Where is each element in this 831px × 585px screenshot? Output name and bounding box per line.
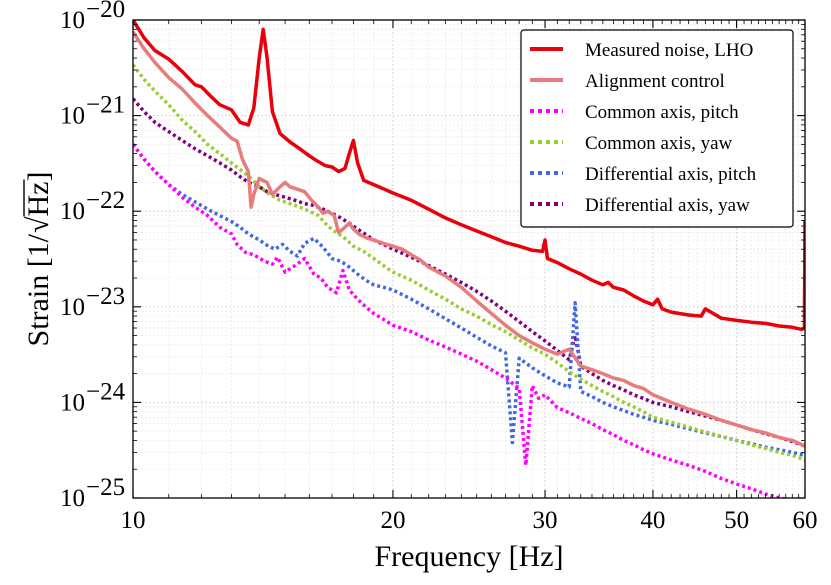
y-tick-base: 10 [60, 198, 85, 225]
y-tick-exponent: −23 [86, 283, 125, 310]
series-line-5 [133, 97, 805, 448]
x-tick-label: 30 [533, 507, 558, 534]
legend-label-5: Differential axis, yaw [585, 195, 750, 216]
x-tick-label: 40 [640, 507, 665, 534]
series-group [133, 20, 805, 498]
x-tick-labels: 10 20 30 40 50 60 [121, 507, 818, 534]
x-tick-label: 60 [793, 507, 818, 534]
legend: Measured noise, LHO Alignment control Comm… [520, 29, 794, 228]
y-axis-label-radical: √ [22, 216, 55, 233]
legend-label-4: Differential axis, pitch [585, 164, 757, 185]
series-line-1 [133, 30, 805, 448]
y-tick-exponent: −21 [86, 92, 125, 119]
y-tick-label: 10 −21 [60, 92, 125, 130]
y-tick-base: 10 [60, 7, 85, 34]
x-tick-label: 20 [380, 507, 405, 534]
plot-area-frame [132, 19, 806, 499]
y-tick-exponent: −24 [86, 378, 126, 405]
legend-label-2: Common axis, pitch [585, 102, 739, 123]
y-tick-label: 10 −24 [60, 378, 126, 416]
legend-label-0: Measured noise, LHO [585, 40, 753, 61]
y-tick-base: 10 [60, 294, 85, 321]
y-axis-label-prefix: Strain [1/ [22, 233, 55, 346]
y-tick-label: 10 −20 [60, 0, 125, 34]
legend-label-1: Alignment control [585, 71, 725, 92]
y-tick-base: 10 [60, 485, 85, 512]
x-tick-label: 10 [121, 507, 146, 534]
y-tick-label: 10 −25 [60, 474, 125, 512]
y-axis-label-suffix: ] [22, 172, 55, 182]
series-line-3 [133, 63, 805, 462]
y-tick-exponent: −22 [86, 187, 125, 214]
x-tick-label: 50 [724, 507, 749, 534]
tick-marks [132, 19, 806, 499]
y-tick-exponent: −25 [86, 474, 125, 501]
x-axis-label: Frequency [Hz] [374, 540, 563, 573]
y-tick-label: 10 −23 [60, 283, 125, 321]
y-axis-label-radicand: Hz [22, 182, 55, 217]
series-line-0 [133, 20, 805, 332]
svg-text:Strain [1/√Hz]: Strain [1/√Hz] [22, 172, 55, 347]
y-tick-label: 10 −22 [60, 187, 125, 225]
legend-label-3: Common axis, yaw [585, 133, 733, 154]
y-tick-exponent: −20 [86, 0, 125, 23]
series-line-4 [133, 143, 805, 458]
y-tick-base: 10 [60, 389, 85, 416]
y-axis-label: Strain [1/√Hz] [22, 172, 55, 347]
y-tick-base: 10 [60, 103, 85, 130]
legend-box [520, 29, 794, 228]
